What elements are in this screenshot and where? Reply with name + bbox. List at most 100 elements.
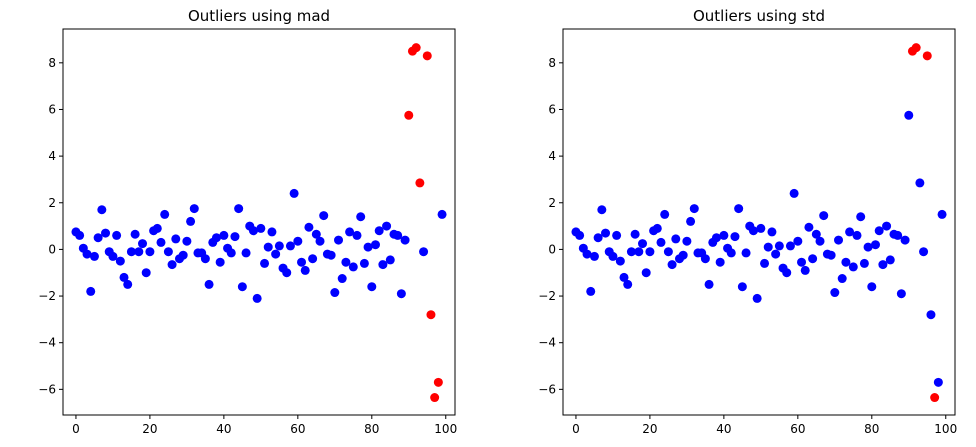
y-tick-label: −2: [538, 289, 556, 303]
inlier-point: [589, 251, 599, 261]
inlier-point: [859, 258, 869, 268]
x-tick-label: 40: [716, 422, 731, 436]
inlier-point: [741, 248, 751, 258]
x-tick-label: 40: [216, 422, 231, 436]
inlier-point: [845, 227, 855, 237]
inlier-point: [86, 286, 96, 296]
inlier-point: [171, 234, 181, 244]
inlier-point: [919, 247, 929, 257]
inlier-point: [893, 230, 903, 240]
inlier-point: [586, 286, 596, 296]
inlier-point: [374, 226, 384, 236]
inlier-point: [200, 254, 210, 264]
inlier-point: [119, 272, 129, 282]
y-tick-label: 8: [548, 56, 556, 70]
inlier-point: [797, 257, 807, 267]
outlier-point: [911, 43, 921, 53]
inlier-point: [182, 236, 192, 246]
inlier-point: [711, 233, 721, 243]
inlier-point: [645, 247, 655, 257]
outlier-point: [415, 178, 425, 188]
inlier-point: [689, 204, 699, 214]
inlier-point: [419, 247, 429, 257]
inlier-point: [900, 235, 910, 245]
inlier-point: [852, 230, 862, 240]
inlier-point: [870, 240, 880, 250]
outlier-point: [411, 43, 421, 53]
inlier-point: [152, 223, 162, 233]
y-tick-label: 8: [48, 56, 56, 70]
inlier-point: [293, 236, 303, 246]
inlier-point: [715, 257, 725, 267]
y-tick-label: −2: [38, 289, 56, 303]
inlier-point: [700, 254, 710, 264]
inlier-point: [782, 268, 792, 278]
outlier-point: [422, 51, 432, 61]
inlier-point: [337, 274, 347, 284]
inlier-point: [267, 227, 277, 237]
inlier-point: [108, 251, 118, 261]
inlier-point: [734, 204, 744, 214]
subplot-title: Outliers using mad: [188, 7, 330, 25]
inlier-point: [370, 240, 380, 250]
inlier-point: [837, 274, 847, 284]
inlier-point: [289, 188, 299, 198]
outlier-points: [907, 43, 940, 403]
x-tick-label: 80: [864, 422, 879, 436]
outlier-point: [404, 110, 414, 120]
inlier-point: [652, 223, 662, 233]
inlier-point: [348, 262, 358, 272]
inlier-point: [141, 268, 151, 278]
inlier-point: [815, 236, 825, 246]
inlier-point: [330, 288, 340, 298]
inlier-point: [382, 221, 392, 231]
inlier-point: [660, 209, 670, 219]
inlier-point: [437, 209, 447, 219]
y-tick-label: 0: [548, 242, 556, 256]
inlier-point: [830, 288, 840, 298]
inlier-point: [345, 227, 355, 237]
inlier-point: [933, 377, 943, 387]
outlier-point: [430, 393, 440, 403]
x-tick-label: 20: [142, 422, 157, 436]
inlier-point: [385, 255, 395, 265]
inlier-point: [612, 230, 622, 240]
inlier-point: [719, 230, 729, 240]
inlier-point: [904, 110, 914, 120]
inlier-point: [656, 237, 666, 247]
inlier-point: [623, 279, 633, 289]
inlier-point: [856, 212, 866, 222]
inlier-point: [134, 247, 144, 257]
inlier-point: [626, 247, 636, 257]
inlier-point: [634, 247, 644, 257]
inlier-point: [597, 205, 607, 215]
outlier-point: [922, 51, 932, 61]
inlier-point: [867, 282, 877, 292]
y-tick-label: −6: [38, 382, 56, 396]
x-tick-label: 100: [434, 422, 457, 436]
inlier-point: [145, 247, 155, 257]
inlier-point: [882, 221, 892, 231]
inlier-point: [263, 242, 273, 252]
inlier-point: [274, 241, 284, 251]
y-tick-label: 6: [548, 102, 556, 116]
inlier-point: [667, 260, 677, 270]
inlier-point: [97, 205, 107, 215]
inlier-point: [352, 230, 362, 240]
inlier-point: [841, 257, 851, 267]
outlier-point: [930, 393, 940, 403]
inlier-point: [763, 242, 773, 252]
inlier-point: [126, 247, 136, 257]
inlier-point: [878, 260, 888, 270]
inlier-point: [771, 249, 781, 259]
inlier-point: [359, 258, 369, 268]
inlier-point: [737, 282, 747, 292]
subplot-mad: Outliers using mad 0 20 40 60 80 100 −6 −4 −2 0 2 4…: [38, 7, 457, 436]
inlier-point: [248, 226, 258, 236]
inlier-point: [582, 249, 592, 259]
inlier-point: [311, 229, 321, 239]
inlier-point: [211, 233, 221, 243]
inlier-point: [363, 242, 373, 252]
inlier-point: [123, 279, 133, 289]
inlier-point: [641, 268, 651, 278]
